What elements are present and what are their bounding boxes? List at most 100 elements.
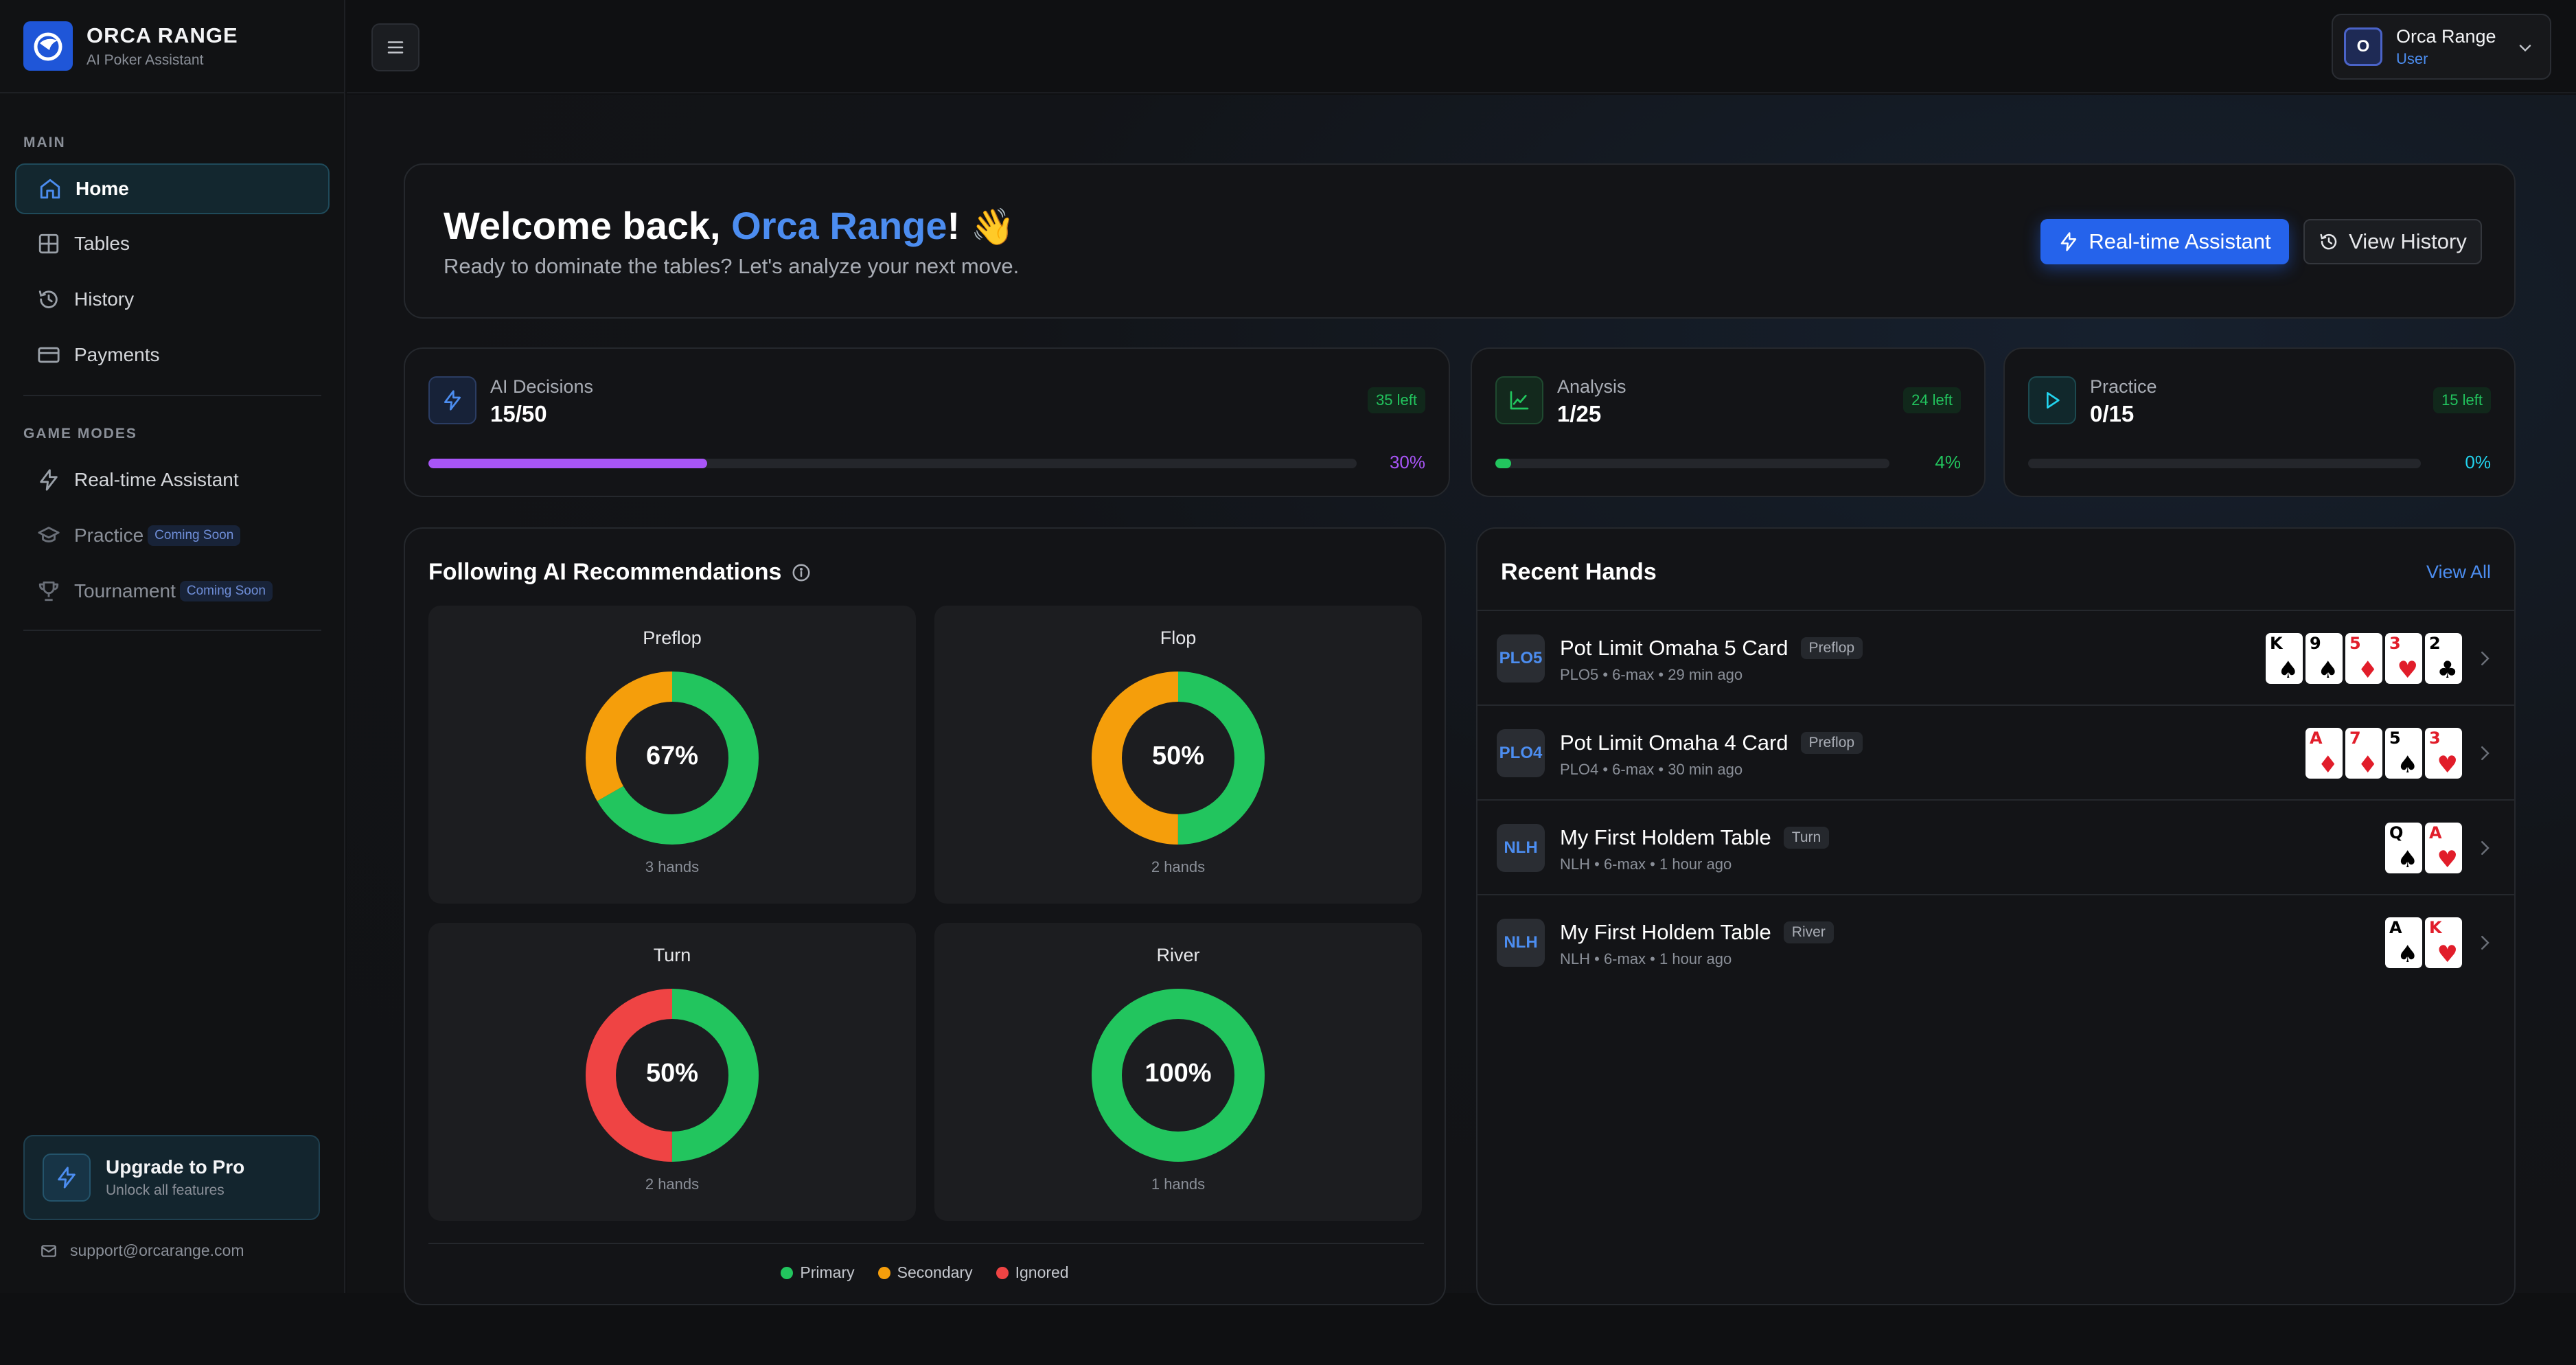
coming-soon-badge: Coming Soon [148,525,241,546]
donut-panel-turn: Turn 50% 2 hands [428,923,916,1221]
hand-name: Pot Limit Omaha 5 Card [1560,636,1789,660]
card-rank: Q [2389,823,2404,842]
legend-item-secondary: Secondary [877,1263,973,1282]
card-suit-icon: ♠ [2397,751,2418,779]
donut-percent: 67% [645,742,699,770]
playing-card: A ♥ [2425,823,2462,873]
sidebar-item-payments[interactable]: Payments [15,330,330,380]
sidebar-item-practice[interactable]: Practice Coming Soon [15,510,330,561]
hole-cards: A ♦ 7 ♦ 5 ♠ 3 ♥ [2305,728,2462,779]
game-type-badge: NLH [1497,919,1545,967]
playing-card: 5 ♠ [2385,728,2422,779]
hand-row[interactable]: NLH My First Holdem Table Turn NLH • 6-ma… [1477,799,2514,894]
remaining-badge: 15 left [2433,387,2491,413]
donut-percent: 100% [1145,1059,1212,1088]
donut-percent: 50% [645,1059,699,1088]
donut-hand-count: 2 hands [645,1175,700,1193]
view-all-link[interactable]: View All [2426,562,2491,582]
sidebar-item-label: Home [76,178,129,199]
donut-chart-flop [1092,672,1265,845]
stat-card-analysis: Analysis 1/25 24 left 4% [1471,347,1986,497]
stat-value: 0/15 [2090,401,2135,426]
sidebar-item-home[interactable]: Home [15,163,330,214]
welcome-user-name: Orca Range [731,204,947,247]
welcome-greeting: Welcome back, [444,204,732,247]
hand-title: Pot Limit Omaha 4 Card Preflop [1560,731,1863,755]
progress-percent: 0% [2465,452,2491,472]
ai-recommendations-card: Following AI Recommendations Preflop 67%… [404,527,1446,1305]
card-rank: 2 [2429,634,2441,653]
chart-line-icon [1495,376,1543,424]
brand-name: ORCA RANGE [87,23,238,47]
card-rank: K [2270,634,2283,653]
sidebar-item-history[interactable]: History [15,274,330,325]
card-suit-icon: ♥ [2437,751,2458,779]
street-tag: Turn [1783,827,1830,849]
hand-row[interactable]: PLO4 Pot Limit Omaha 4 Card Preflop PLO4 … [1477,704,2514,799]
welcome-title: Welcome back, Orca Range! 👋 [444,203,1015,248]
stat-label: Analysis [1557,376,1626,397]
playing-card: A ♠ [2385,917,2422,968]
card-rank: A [2429,823,2442,842]
card-rank: K [2429,918,2442,937]
donut-hand-count: 1 hands [1151,1175,1206,1193]
sidebar-item-label: Real-time Assistant [74,469,239,490]
sidebar-divider [23,630,321,631]
sidebar-item-realtime-assistant[interactable]: Real-time Assistant [15,455,330,505]
sidebar-item-tables[interactable]: Tables [15,218,330,269]
credit-card-icon [38,347,60,363]
user-name: Orca Range [2396,25,2496,47]
trophy-icon [38,581,59,601]
progress-fill [1495,459,1511,468]
hand-name: My First Holdem Table [1560,825,1771,849]
bolt-icon [2061,232,2077,251]
hand-row[interactable]: PLO5 Pot Limit Omaha 5 Card Preflop PLO5 … [1477,610,2514,704]
donut-chart-preflop [586,672,759,845]
chart-legend: Primary Secondary Ignored [405,1263,1445,1282]
hand-row[interactable]: NLH My First Holdem Table River NLH • 6-m… [1477,894,2514,989]
info-icon[interactable] [791,562,812,583]
realtime-assistant-button[interactable]: Real-time Assistant [2040,219,2289,264]
upgrade-subtitle: Unlock all features [106,1182,225,1198]
stat-value: 1/25 [1557,401,1602,426]
stat-label: Practice [2090,376,2157,397]
upgrade-to-pro-card[interactable]: Upgrade to Pro Unlock all features [23,1135,320,1220]
menu-toggle-button[interactable] [371,23,419,71]
waving-hand-emoji: 👋 [970,207,1015,247]
donut-segment-ignored [586,989,759,1162]
hand-meta: NLH • 6-max • 1 hour ago [1560,856,1732,873]
card-suit-icon: ♥ [2437,941,2458,968]
legend-item-ignored: Ignored [996,1263,1069,1282]
progress-percent: 4% [1935,452,1961,472]
chevron-right-icon [2481,936,2489,950]
support-email-link[interactable]: support@orcarange.com [40,1241,244,1260]
card-suit-icon: ♦ [2317,751,2338,779]
card-suit-icon: ♠ [2317,656,2338,684]
legend-dot [877,1267,890,1279]
legend-divider [428,1243,1424,1244]
sidebar-divider [23,395,321,396]
progress-bar [1495,459,1889,468]
card-suit-icon: ♦ [2357,751,2378,779]
playing-card: 9 ♠ [2305,633,2343,684]
user-role: User [2396,49,2428,67]
remaining-badge: 35 left [1368,387,1425,413]
stat-label: AI Decisions [490,376,594,397]
brand[interactable]: ORCA RANGE AI Poker Assistant [0,0,344,93]
donut-panel-flop: Flop 50% 2 hands [934,606,1422,904]
card-rank: 7 [2349,729,2361,748]
playing-card: A ♦ [2305,728,2343,779]
donut-title: Preflop [643,628,702,648]
section-title: Following AI Recommendations [428,559,812,586]
progress-bar [428,459,1357,468]
user-menu[interactable]: O Orca Range User [2332,14,2551,80]
bolt-icon [428,376,476,424]
sidebar-item-tournament[interactable]: Tournament Coming Soon [15,566,330,617]
hole-cards: Q ♠ A ♥ [2385,823,2462,873]
view-history-button[interactable]: View History [2303,219,2482,264]
upgrade-title: Upgrade to Pro [106,1156,245,1178]
history-icon [2320,233,2337,250]
playing-card: 7 ♦ [2345,728,2382,779]
play-icon [2028,376,2076,424]
sidebar-item-label: Payments [74,344,160,365]
